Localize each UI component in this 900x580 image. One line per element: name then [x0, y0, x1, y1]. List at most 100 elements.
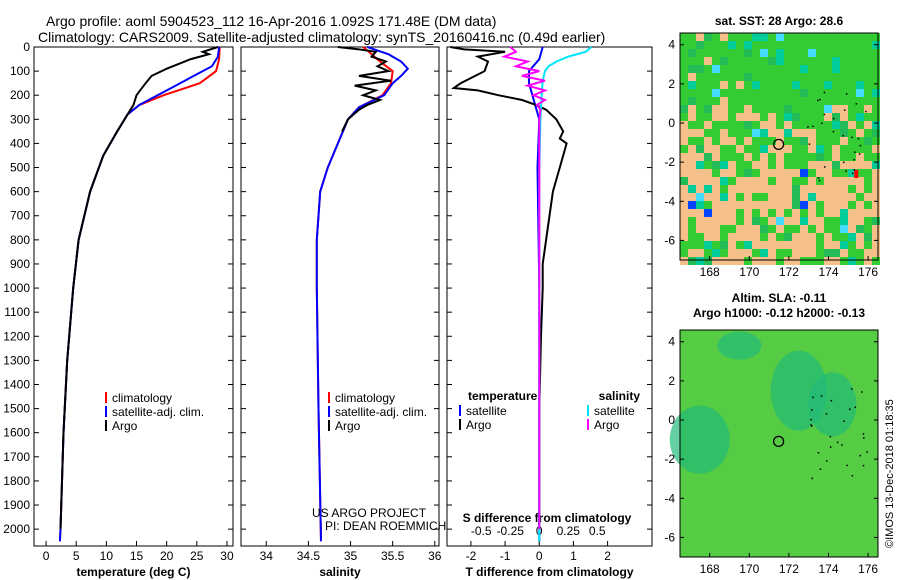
sst-cell: [864, 185, 872, 193]
sst-cell: [696, 57, 704, 65]
sst-cell: [824, 145, 832, 153]
sst-cell: [696, 217, 704, 225]
sst-cell: [848, 113, 856, 121]
sst-cell: [704, 169, 712, 177]
sst-cell: [752, 145, 760, 153]
sst-cell: [744, 169, 752, 177]
difference-series-t-argo: [450, 46, 568, 530]
sst-cell: [840, 41, 848, 49]
sst-cell: [872, 201, 880, 209]
sst_map-argo-position-marker: [772, 138, 785, 151]
sst-cell: [848, 217, 856, 225]
pi-annotation: PI: DEAN ROEMMICH: [325, 519, 446, 533]
sst-cell: [744, 249, 752, 257]
sst-cell: [712, 121, 720, 129]
sst-cell: [760, 153, 768, 161]
sst-cell: [728, 41, 736, 49]
sst-cell: [848, 89, 856, 97]
sst-cell: [832, 241, 840, 249]
sst-cell: [712, 73, 720, 81]
sst-cell: [720, 57, 728, 65]
sst-cell: [728, 161, 736, 169]
sst-cell: [696, 193, 704, 201]
sst-cell: [744, 161, 752, 169]
sst-cell: [824, 57, 832, 65]
sst-cell: [784, 89, 792, 97]
difference-x-tick-label: 0: [536, 549, 543, 563]
sst-cell: [832, 65, 840, 73]
salinity-legend-label: Argo: [335, 419, 361, 433]
sst-cell: [720, 33, 728, 41]
sst-cell: [816, 249, 824, 257]
sst-cell: [776, 169, 784, 177]
sla_map-y-tick-label: 4: [668, 335, 675, 349]
sst-cell: [728, 233, 736, 241]
sst-cell: [856, 193, 864, 201]
sst-cell: [736, 225, 744, 233]
sst_map-island-dot: [832, 130, 835, 133]
sst-cell: [800, 233, 808, 241]
sst_map-island-dot: [823, 91, 826, 94]
sst-cell: [680, 161, 688, 169]
sla_map-island-dot: [850, 388, 853, 390]
sst-cell: [856, 57, 864, 65]
sst-cell: [792, 129, 800, 137]
sst-cell: [688, 249, 696, 257]
sst-cell: [752, 177, 760, 185]
sst-cell: [744, 145, 752, 153]
sla_map-island-dot: [859, 454, 862, 457]
sst-cell: [776, 257, 784, 265]
difference-legend-temperature-heading: temperature: [468, 389, 538, 403]
sst-cell: [768, 65, 776, 73]
sst-cell: [800, 201, 808, 209]
sst-cell: [800, 257, 808, 265]
sla_map-island-dot: [863, 437, 865, 439]
salinity-difference-axis-label: S difference from climatology: [463, 511, 632, 525]
sst-cell: [752, 105, 760, 113]
sst-cell: [784, 129, 792, 137]
sst-cell: [864, 65, 872, 73]
sst-cell: [688, 49, 696, 57]
sst-cell: [792, 113, 800, 121]
sla_map-argo-position-marker: [772, 435, 785, 448]
sst-cell: [848, 193, 856, 201]
sst-cell: [864, 105, 872, 113]
sst-cell: [744, 225, 752, 233]
sst-cell: [760, 65, 768, 73]
sst-cell: [680, 65, 688, 73]
depth-tick-label: 1400: [3, 377, 30, 391]
sst-cell: [872, 169, 880, 177]
sst-cell: [800, 33, 808, 41]
sst-cell: [848, 129, 856, 137]
sst-cell: [848, 225, 856, 233]
sst-cell: [848, 209, 856, 217]
sst-cell: [808, 257, 816, 265]
sst-cell: [760, 185, 768, 193]
sst_map-frame: [679, 32, 879, 261]
sst-cell: [744, 49, 752, 57]
sst-cell: [776, 65, 784, 73]
sla_map-panel: 168 170 172 174 176 4 2 0 -2 -4 -6 Altim. SLA: -0.1…: [664, 291, 879, 576]
sst-cell: [696, 209, 704, 217]
sst-cell: [792, 121, 800, 129]
sst-cell: [856, 217, 864, 225]
sst-cell: [768, 161, 776, 169]
sst-cell: [864, 97, 872, 105]
sst-cell: [744, 217, 752, 225]
sst-cell: [704, 241, 712, 249]
sst-cell: [792, 161, 800, 169]
sst-cell: [752, 249, 760, 257]
sla_map-island-dot: [843, 420, 845, 422]
temperature-panel: 0 5 10 15 20 25 300100200300400500600700800900…: [3, 40, 234, 579]
sst-cell: [864, 121, 872, 129]
sst-cell: [856, 241, 864, 249]
sst-cell: [808, 49, 816, 57]
sst-cell: [824, 89, 832, 97]
sst_map-island-dot: [853, 158, 855, 161]
sst-cell: [792, 81, 800, 89]
sst-cell: [784, 33, 792, 41]
sst-cell: [784, 113, 792, 121]
sst-cell: [760, 73, 768, 81]
sst-cell: [688, 177, 696, 185]
sst-cell: [832, 137, 840, 145]
